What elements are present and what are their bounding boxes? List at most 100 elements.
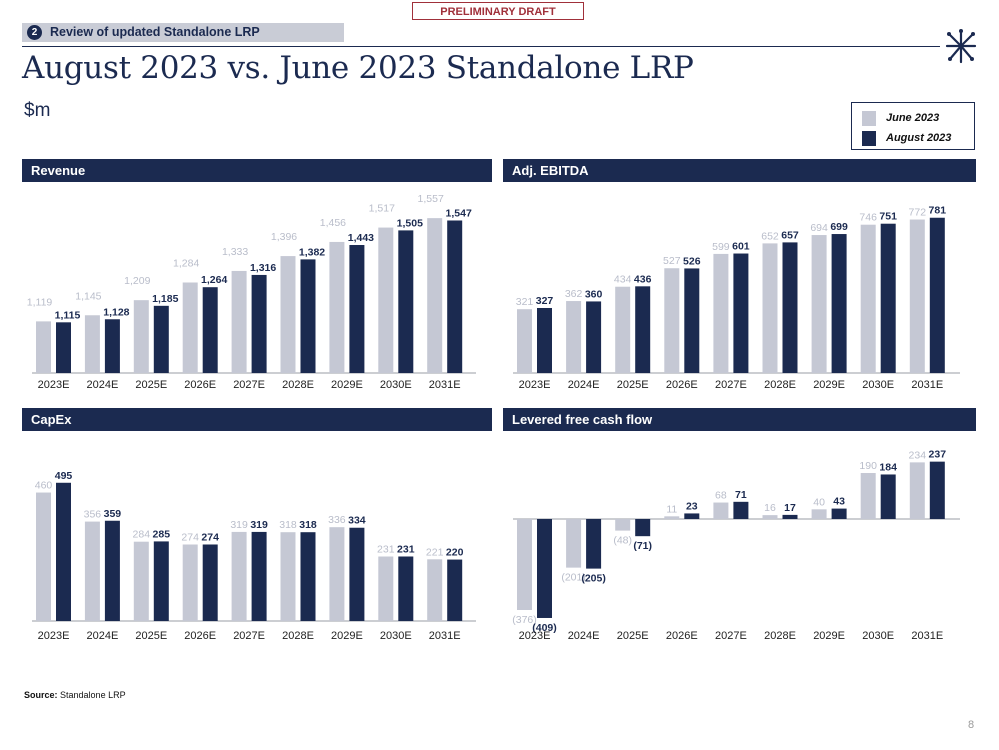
tick-label-2027E: 2027E [715,630,747,642]
lfcf-chart: (376)(409)2023E (201)(205) 2024E (48) (71) 20… [512,449,960,642]
bar-june-2030E [860,473,876,519]
bar-august-2028E [782,242,798,373]
tick-label-2026E: 2026E [184,630,216,642]
bar-june-2030E [378,556,394,621]
bar-june-2029E [811,235,827,373]
bar-june-2028E [280,532,296,621]
label-august-2023E: 327 [536,295,554,307]
tick-label-2025E: 2025E [135,630,167,642]
bar-june-2030E [378,227,394,373]
label-june-2028E: 652 [761,230,779,242]
tick-label-2029E: 2029E [813,379,845,391]
label-june-2029E: 1,456 [320,217,346,229]
bar-august-2028E [300,532,316,621]
bar-june-2026E [182,544,198,621]
tick-label-2027E: 2027E [233,379,265,391]
label-august-2031E: 1,547 [446,207,472,219]
tick-label-2026E: 2026E [666,379,698,391]
tick-label-2023E: 2023E [38,630,70,642]
tick-label-2030E: 2030E [862,379,894,391]
bar-august-2025E [635,286,651,373]
label-august-2031E: 237 [929,449,947,461]
bar-august-2026E [202,544,218,621]
tick-label-2028E: 2028E [764,630,796,642]
label-august-2023E: 495 [55,470,73,482]
label-june-2027E: 1,333 [222,246,248,258]
label-june-2025E: 434 [614,274,632,286]
label-august-2029E: 43 [833,496,845,508]
label-august-2025E: 436 [634,273,652,285]
bar-august-2023E [537,307,552,373]
label-june-2027E: 319 [230,519,248,531]
label-june-2026E: 11 [666,503,677,515]
bar-june-2028E [280,256,296,373]
tick-label-2023E: 2023E [38,379,70,391]
label-august-2024E: 1,128 [103,306,129,318]
bar-august-2029E [349,527,365,621]
label-august-2025E: 285 [153,528,171,540]
label-august-2028E: 17 [784,502,796,514]
label-august-2026E: 274 [201,531,219,543]
ebitda-panel-header: Adj. EBITDA [503,159,976,182]
label-august-2028E: 657 [781,229,799,241]
label-august-2024E: (205) [581,573,606,585]
bar-august-2023E [56,322,71,373]
bar-august-2029E [349,245,365,373]
label-june-2029E: 336 [328,514,346,526]
label-august-2023E: (409) [532,622,557,634]
chart-legend: June 2023 August 2023 [851,102,975,150]
bar-june-2026E [664,516,680,519]
section-label: Review of updated Standalone LRP [50,25,260,39]
label-june-2023E: (376) [512,614,537,626]
bar-august-2025E [153,305,169,373]
tick-label-2025E: 2025E [617,379,649,391]
bar-june-2028E [762,243,778,373]
tick-label-2031E: 2031E [429,379,461,391]
tick-label-2024E: 2024E [568,630,600,642]
bar-august-2030E [398,556,414,621]
tick-label-2024E: 2024E [568,379,600,391]
label-june-2023E: 1,119 [27,296,53,308]
bar-june-2029E [811,509,827,519]
bar-august-2026E [202,287,218,373]
label-june-2025E: 1,209 [124,275,150,287]
label-june-2028E: 16 [764,502,776,514]
tick-label-2028E: 2028E [282,379,314,391]
bar-june-2031E [909,219,925,373]
source-note: Source: Standalone LRP [24,690,126,700]
bar-august-2025E [153,541,169,621]
bar-august-2024E [586,301,602,373]
page-number: 8 [968,719,975,731]
label-june-2025E: 284 [133,529,151,541]
legend-swatch-june [862,111,876,126]
label-august-2027E: 1,316 [250,262,276,274]
tick-label-2023E: 2023E [519,630,551,642]
label-august-2029E: 1,443 [348,232,374,244]
bar-august-2028E [300,259,316,373]
tick-label-2030E: 2030E [380,379,412,391]
legend-swatch-august [862,131,876,146]
source-label: Source: [24,690,58,700]
label-august-2024E: 360 [585,288,603,300]
bar-august-2031E [929,217,945,373]
tick-label-2031E: 2031E [429,630,461,642]
tick-label-2030E: 2030E [862,630,894,642]
label-august-2030E: 751 [879,211,897,223]
header-rule [22,46,940,47]
label-august-2028E: 1,382 [299,246,325,258]
bar-june-2027E [713,502,729,519]
label-june-2026E: 274 [181,531,199,543]
bar-august-2026E [684,513,700,519]
capex-panel-header: CapEx [22,408,492,431]
label-august-2027E: 71 [735,489,747,501]
bar-june-2028E [762,515,778,519]
tick-label-2027E: 2027E [233,630,265,642]
tick-label-2031E: 2031E [911,630,943,642]
tick-label-2031E: 2031E [911,379,943,391]
bar-august-2031E [447,559,463,621]
bar-june-2026E [664,268,680,373]
label-june-2028E: 1,396 [271,231,297,243]
label-june-2029E: 40 [813,496,825,508]
bar-june-2024E [566,301,582,373]
